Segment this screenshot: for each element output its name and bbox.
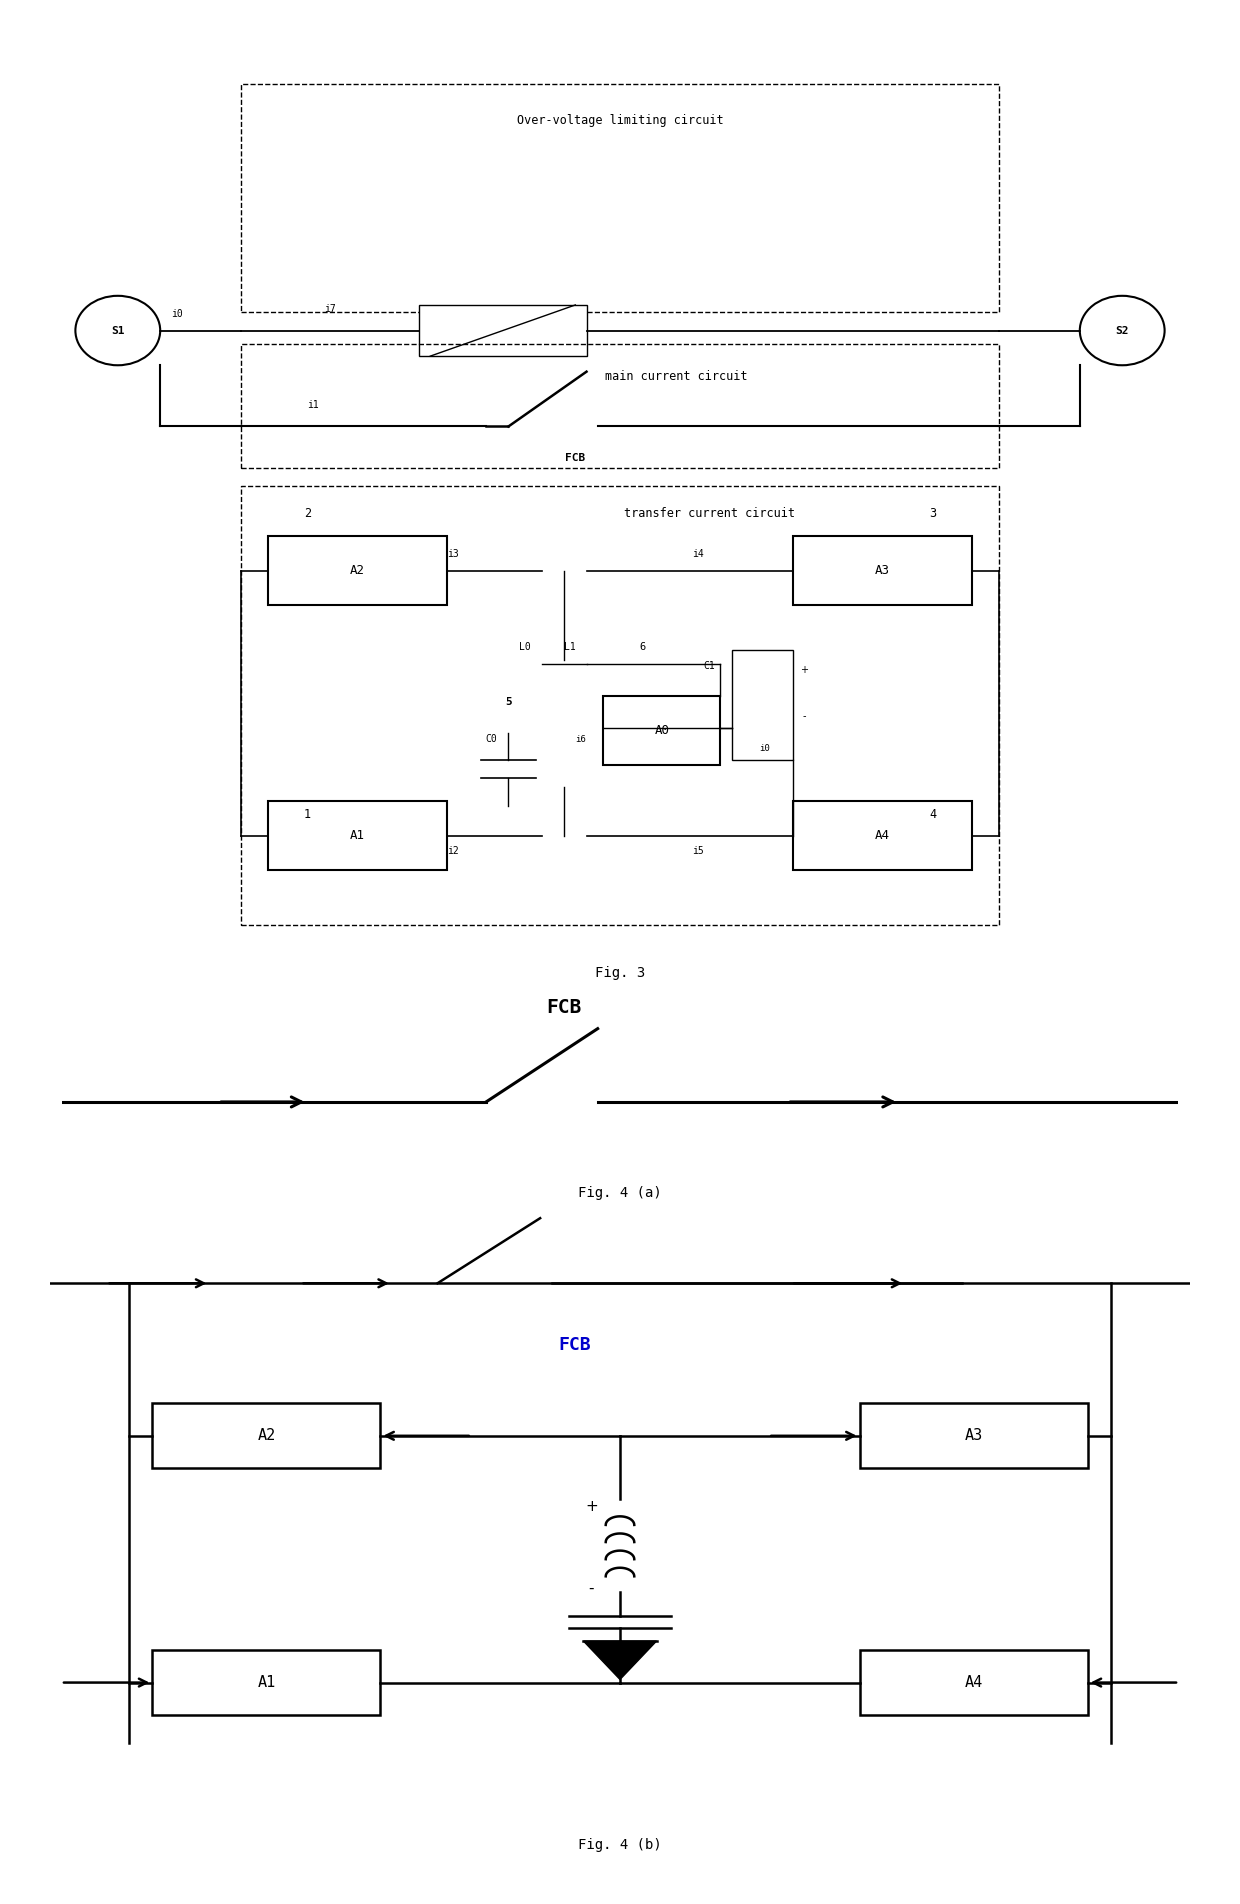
Text: i0: i0 xyxy=(171,308,184,318)
Text: Over-voltage limiting circuit: Over-voltage limiting circuit xyxy=(517,114,723,128)
Text: L0: L0 xyxy=(520,642,531,653)
Bar xyxy=(269,537,448,605)
Bar xyxy=(794,537,972,605)
Text: 3: 3 xyxy=(929,506,936,520)
Text: S2: S2 xyxy=(1116,326,1128,335)
Text: C1: C1 xyxy=(703,661,715,670)
Text: A2: A2 xyxy=(257,1428,275,1443)
Bar xyxy=(153,1651,381,1716)
Bar xyxy=(269,802,448,870)
Text: FCB: FCB xyxy=(565,453,585,463)
Text: Fig. 4 (b): Fig. 4 (b) xyxy=(578,1839,662,1853)
Bar xyxy=(153,1403,381,1468)
Text: transfer current circuit: transfer current circuit xyxy=(624,506,795,520)
Text: 6: 6 xyxy=(639,642,646,653)
Text: main current circuit: main current circuit xyxy=(605,369,746,383)
Text: S1: S1 xyxy=(112,326,124,335)
Text: +: + xyxy=(585,1498,598,1514)
Text: A2: A2 xyxy=(350,564,366,577)
Text: -: - xyxy=(802,710,806,722)
Bar xyxy=(241,84,999,312)
Text: -: - xyxy=(589,1580,594,1596)
Bar xyxy=(859,1403,1087,1468)
Text: +: + xyxy=(800,664,808,676)
Bar xyxy=(241,486,999,925)
Text: 4: 4 xyxy=(929,809,936,821)
Text: A4: A4 xyxy=(874,828,890,842)
Text: i7: i7 xyxy=(324,305,336,314)
Text: Fig. 4 (a): Fig. 4 (a) xyxy=(578,1186,662,1200)
Text: FCB: FCB xyxy=(558,1337,590,1354)
Text: 1: 1 xyxy=(304,809,311,821)
Text: i2: i2 xyxy=(446,845,459,857)
Bar xyxy=(241,345,999,468)
Bar xyxy=(859,1651,1087,1716)
Text: L1: L1 xyxy=(564,642,575,653)
Text: i4: i4 xyxy=(692,548,704,560)
Bar xyxy=(419,305,587,356)
Text: A0: A0 xyxy=(655,724,670,737)
Text: FCB: FCB xyxy=(547,998,582,1017)
Text: A3: A3 xyxy=(965,1428,983,1443)
Text: C0: C0 xyxy=(486,733,497,744)
Text: A4: A4 xyxy=(965,1676,983,1691)
Text: i0: i0 xyxy=(760,744,770,752)
Text: Fig. 3: Fig. 3 xyxy=(595,965,645,981)
Text: 2: 2 xyxy=(304,506,311,520)
Bar xyxy=(732,651,794,760)
Text: i3: i3 xyxy=(446,548,459,560)
Text: 5: 5 xyxy=(505,697,512,706)
Text: A3: A3 xyxy=(874,564,890,577)
Text: A1: A1 xyxy=(350,828,366,842)
Text: i6: i6 xyxy=(575,735,587,744)
Text: i1: i1 xyxy=(308,400,319,409)
Bar xyxy=(603,697,720,765)
Polygon shape xyxy=(584,1641,656,1679)
Text: A1: A1 xyxy=(257,1676,275,1691)
Text: i5: i5 xyxy=(692,845,704,857)
Bar xyxy=(794,802,972,870)
